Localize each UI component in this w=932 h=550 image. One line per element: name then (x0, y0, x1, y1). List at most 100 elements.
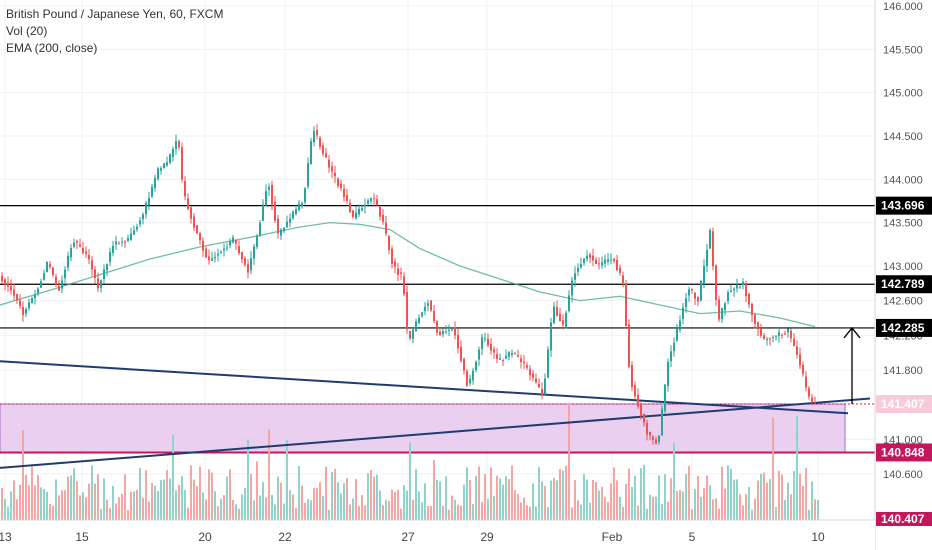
volume-bar (529, 506, 531, 520)
candle-body (511, 352, 513, 355)
volume-bar (592, 479, 594, 520)
candle-body (427, 303, 429, 306)
volume-bar (631, 487, 633, 520)
volume-bar (496, 475, 498, 520)
candle-body (805, 376, 807, 388)
candle-body (544, 378, 546, 395)
candle-body (760, 328, 762, 336)
volume-bar (424, 483, 426, 520)
candle-body (514, 353, 516, 355)
volume-bar (184, 490, 186, 520)
candle-body (277, 218, 279, 234)
candle-body (784, 333, 786, 335)
candle-body (520, 358, 522, 362)
candle-body (190, 207, 192, 219)
legend-symbol: British Pound / Japanese Yen, 60, FXCM (6, 7, 224, 21)
candle-body (592, 255, 594, 261)
volume-bar (670, 478, 672, 520)
volume-bar (520, 502, 522, 520)
volume-bar (421, 502, 423, 520)
candle-body (283, 228, 285, 232)
volume-bar (793, 471, 795, 520)
volume-bar (307, 499, 309, 520)
candle-body (790, 330, 792, 339)
volume-bar (673, 442, 675, 520)
candle-body (586, 255, 588, 259)
volume-bar (55, 479, 57, 520)
volume-bar (634, 475, 636, 520)
candle-body (52, 267, 54, 276)
candle-body (490, 343, 492, 351)
volume-bar (568, 402, 570, 520)
candle-body (655, 439, 657, 444)
volume-bar (586, 479, 588, 520)
volume-bar (397, 489, 399, 520)
time-tick-label: 20 (198, 530, 212, 544)
volume-bar (622, 506, 624, 520)
candle-body (775, 335, 777, 337)
volume-bar (763, 472, 765, 520)
trendline-descending (0, 360, 849, 415)
volume-bar (730, 468, 732, 520)
candle-body (673, 342, 675, 351)
candle-body (565, 312, 567, 327)
volume-bar (619, 496, 621, 520)
candle-body (130, 233, 132, 240)
volume-bar (211, 472, 213, 520)
candle-body (739, 286, 741, 288)
volume-bar (193, 479, 195, 520)
candle-body (634, 385, 636, 397)
level-label: 143.696 (881, 199, 925, 213)
candle-body (649, 431, 651, 436)
candle-body (40, 281, 42, 288)
volume-bar (343, 483, 345, 520)
candle-body (436, 321, 438, 333)
volume-bar (745, 494, 747, 520)
volume-bar (247, 439, 249, 520)
candle-body (616, 259, 618, 271)
volume-bar (550, 480, 552, 520)
candle-body (385, 222, 387, 234)
candle-body (133, 230, 135, 235)
candle-body (535, 378, 537, 383)
volume-bar (457, 504, 459, 520)
volume-bar (28, 485, 30, 520)
zone-top-label-bg (876, 395, 932, 413)
candle-body (493, 349, 495, 353)
candle-body (43, 273, 45, 280)
volume-bar (178, 485, 180, 520)
candle-body (472, 370, 474, 381)
time-tick-label: Feb (602, 530, 623, 544)
candle-body (166, 162, 168, 166)
candle-body (100, 280, 102, 288)
volume-bar (580, 504, 582, 520)
candle-body (340, 183, 342, 189)
volume-bar (601, 486, 603, 520)
volume-bar (139, 468, 141, 520)
candle-body (217, 253, 219, 256)
volume-bar (475, 475, 477, 520)
candle-body (454, 327, 456, 336)
candle-body (793, 338, 795, 346)
volume-bar (46, 491, 48, 520)
volume-bar (82, 492, 84, 520)
candle-body (742, 281, 744, 286)
volume-bar (499, 478, 501, 520)
volume-bar (817, 500, 819, 520)
candle-body (373, 198, 375, 200)
volume-bar (658, 475, 660, 520)
volume-bar (727, 465, 729, 520)
candle-body (229, 241, 231, 246)
candle-body (16, 294, 18, 301)
candle-body (694, 292, 696, 299)
volume-bar (643, 464, 645, 520)
volume-bar (67, 476, 69, 520)
candle-body (526, 365, 528, 368)
volume-bar (454, 499, 456, 520)
candle-body (361, 208, 363, 211)
time-tick-label: 15 (75, 530, 89, 544)
volume-bar (406, 490, 408, 520)
candle-body (352, 210, 354, 217)
